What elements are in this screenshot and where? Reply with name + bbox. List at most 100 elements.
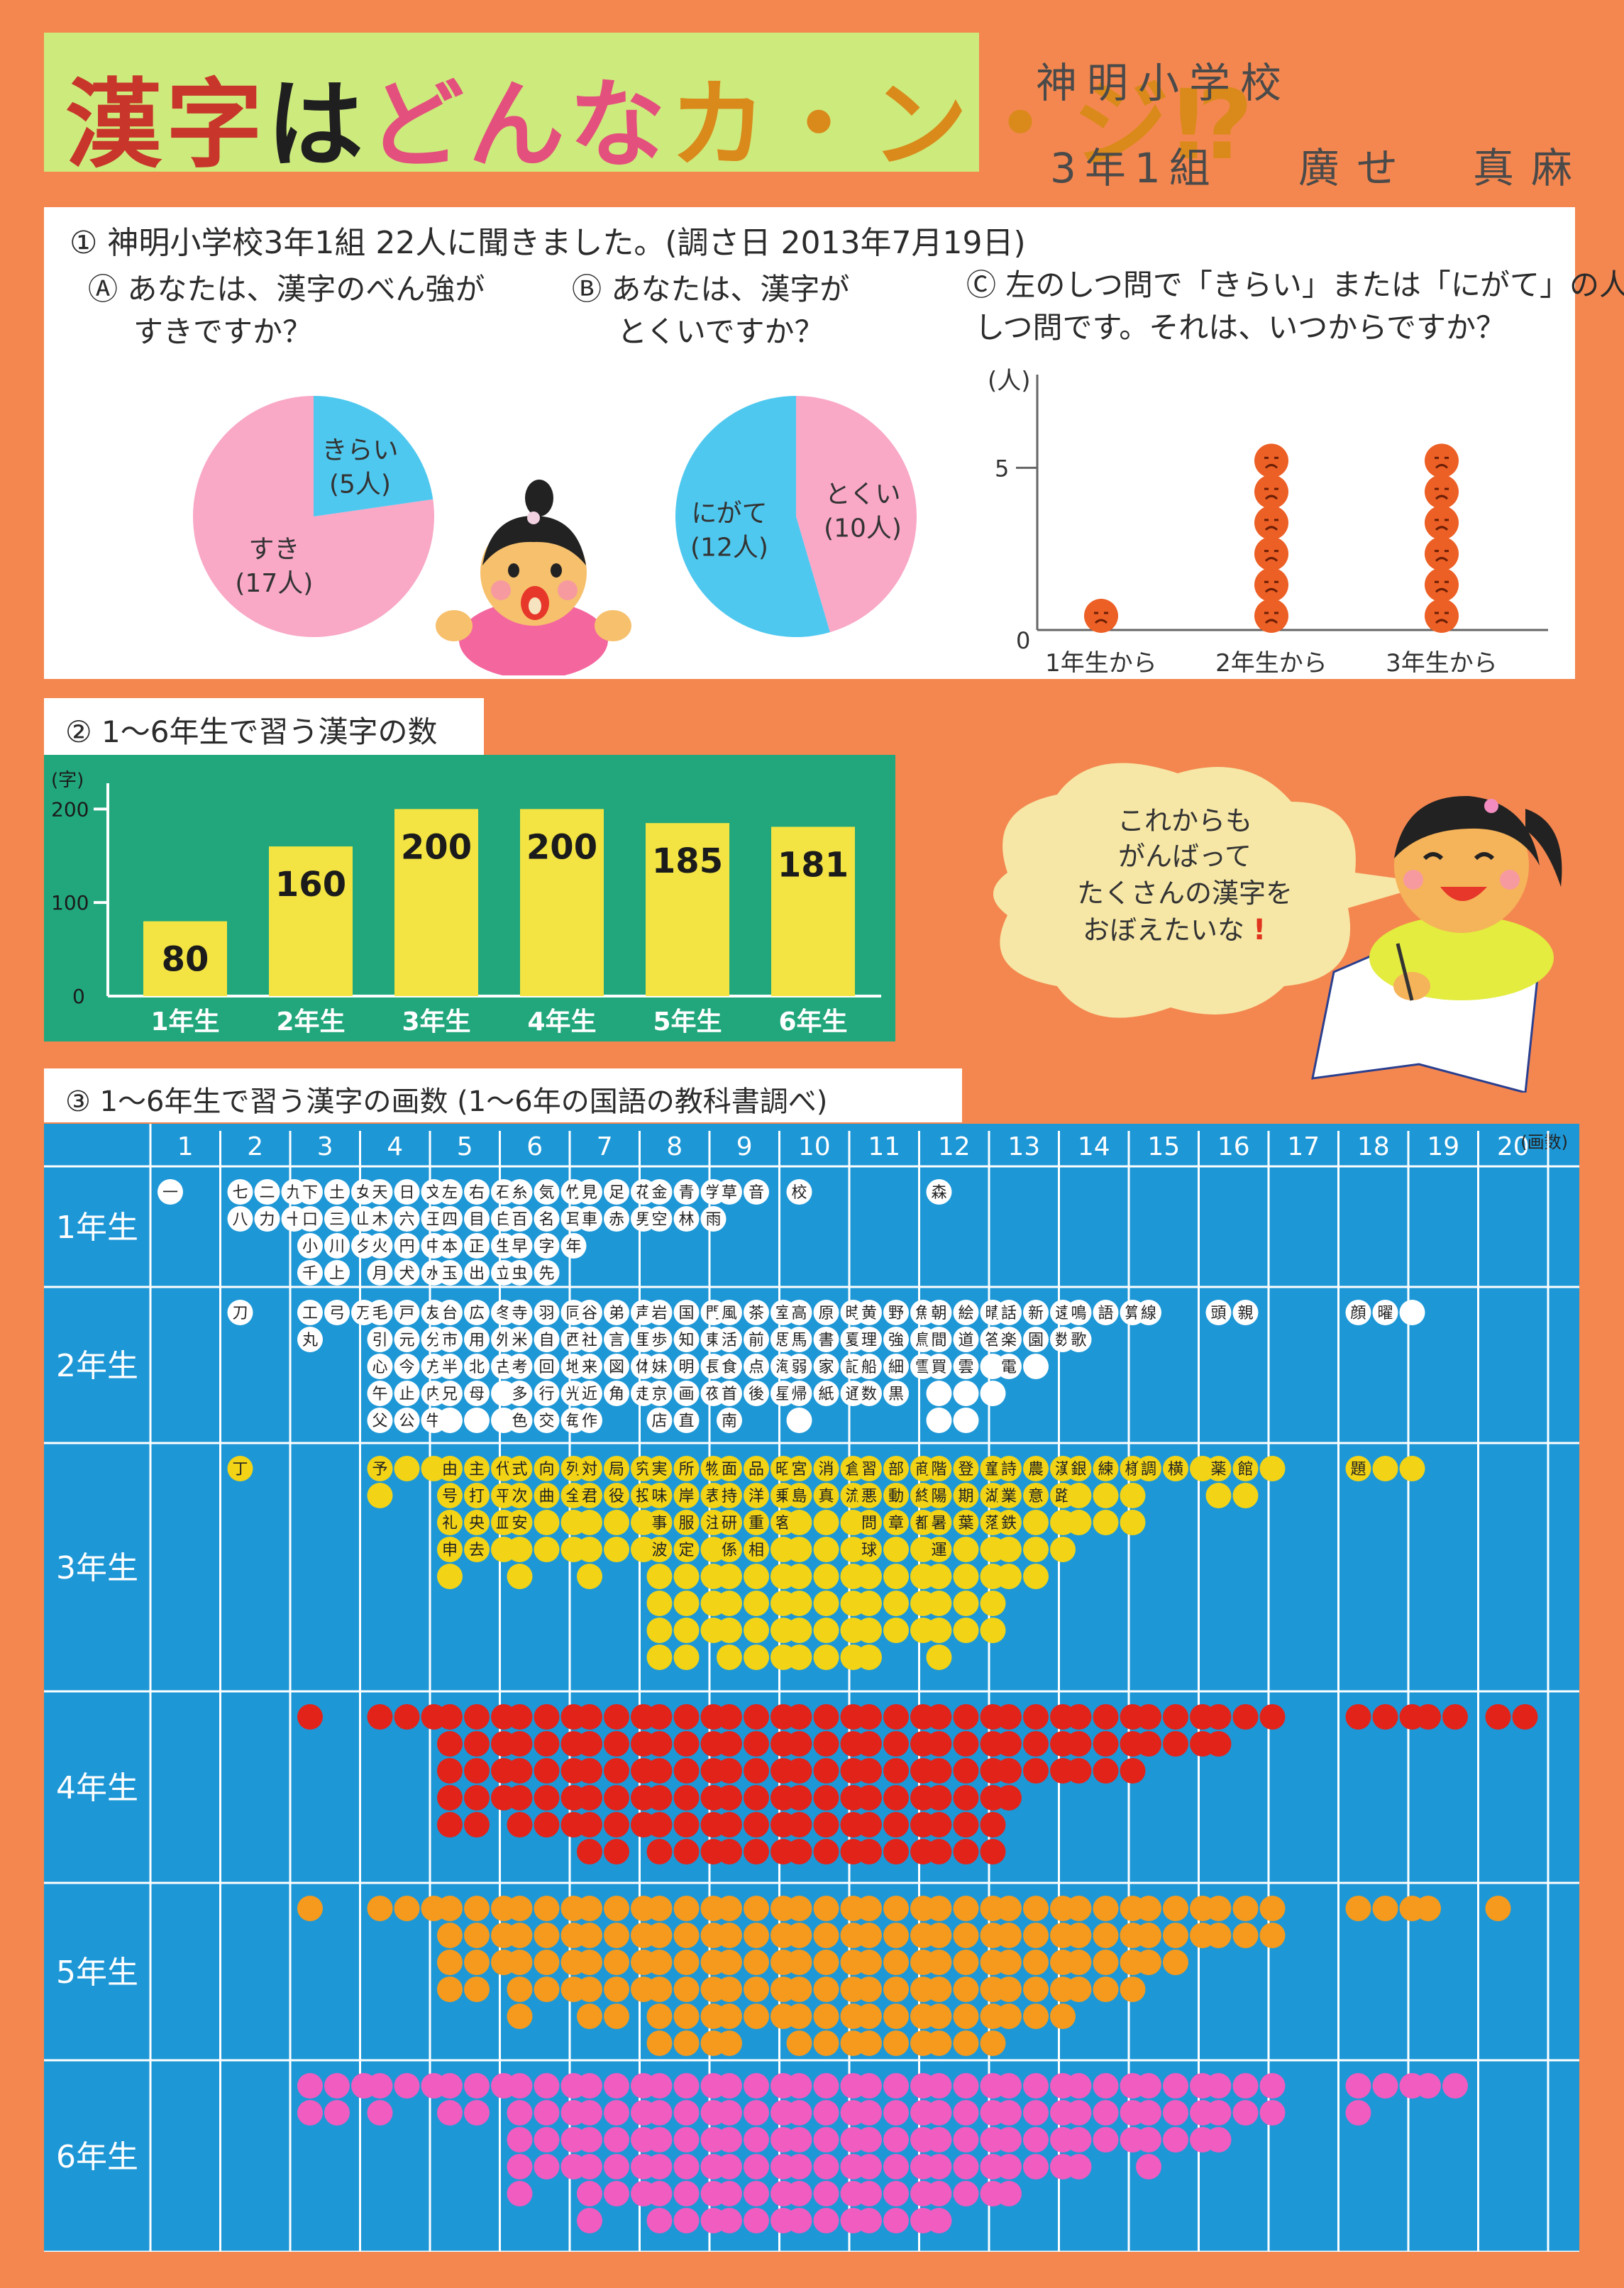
stroke-kanji-char: 回 (538, 1359, 554, 1376)
question-c-line1: Ⓒ 左のしつ問で「きらい」または「にがて」の人に (966, 267, 1624, 302)
stroke-kanji-dot (856, 1977, 882, 2002)
stroke-kanji-char: 丸 (302, 1332, 318, 1349)
c-category-label: 2年生から (1215, 649, 1327, 673)
stroke-kanji-dot (813, 1510, 839, 1535)
stroke-kanji-dot (980, 2030, 1006, 2056)
stroke-kanji-dot (953, 1923, 979, 1948)
stroke-kanji-dot (980, 1618, 1006, 1643)
stroke-kanji-dot (813, 1591, 839, 1616)
stroke-kanji-dot (1205, 1483, 1232, 1508)
stroke-kanji-char: 食 (722, 1359, 737, 1376)
stroke-kanji-dot (464, 1731, 490, 1757)
stroke-kanji-dot (856, 1950, 882, 1975)
stroke-kanji-char: 口 (302, 1211, 318, 1229)
stroke-kanji-dot (507, 1812, 533, 1837)
pie-slice-label: にがて (691, 499, 767, 529)
stroke-kanji-dot (604, 1456, 629, 1481)
bar-value-label: 185 (652, 841, 723, 881)
stroke-kanji-dot (437, 1233, 463, 1259)
stroke-kanji-dot (883, 1618, 909, 1643)
stroke-kanji-char: 来 (582, 1359, 597, 1376)
stroke-kanji-dot (673, 1812, 700, 1837)
stroke-kanji-char: 黒 (888, 1386, 904, 1403)
strokes-heading: ③ 1～6年生で習う漢字の画数 (1～6年の国語の教科書調べ) (65, 1085, 828, 1118)
stroke-kanji-dot (996, 1758, 1022, 1784)
stroke-kanji-dot (1259, 1923, 1286, 1948)
c-category-label: 1年生から (1045, 649, 1157, 673)
stroke-kanji-dot (646, 1812, 673, 1837)
stroke-kanji-char: 動 (888, 1488, 904, 1505)
bar-category-label: 5年生 (653, 1007, 722, 1037)
stroke-kanji-dot (1259, 1896, 1286, 1921)
stroke-kanji-dot (367, 1206, 393, 1232)
stroke-kanji-dot (673, 1645, 700, 1670)
stroke-kanji-dot (1136, 1896, 1161, 1921)
stroke-kanji-dot (604, 1510, 629, 1535)
stroke-kanji-char: 運 (931, 1542, 946, 1559)
grade-row-label: 1年生 (56, 1210, 138, 1246)
stroke-kanji-dot (717, 1483, 742, 1508)
stroke-kanji-dot (883, 2127, 909, 2152)
stroke-kanji-dot (953, 1812, 979, 1837)
stroke-kanji-dot (604, 1483, 629, 1508)
stroke-kanji-dot (1093, 1731, 1119, 1757)
stroke-kanji-dot (673, 1896, 700, 1921)
stroke-kanji-dot (1232, 2073, 1259, 2099)
stroke-kanji-char: 言 (609, 1332, 624, 1349)
stroke-kanji-dot (437, 1206, 463, 1232)
stroke-kanji-dot (717, 1537, 742, 1562)
bar-y-label: (字) (51, 770, 84, 791)
stroke-kanji-char: 書 (818, 1332, 834, 1349)
stroke-kanji-char: 次 (512, 1488, 527, 1505)
stroke-kanji-dot (1136, 1456, 1161, 1481)
stroke-kanji-dot (996, 1327, 1022, 1352)
pie-chart-a: すき (17人) きらい (5人) (193, 396, 435, 637)
stroke-kanji-dot (786, 2100, 812, 2126)
stroke-column-header: 7 (597, 1132, 613, 1161)
stroke-kanji-char: 用 (469, 1332, 485, 1349)
stroke-kanji-dot (367, 2100, 393, 2126)
stroke-kanji-dot (717, 1564, 742, 1589)
stroke-kanji-dot (856, 1300, 882, 1325)
stroke-kanji-char: 弓 (329, 1305, 345, 1322)
stroke-kanji-char: 母 (469, 1386, 485, 1403)
stroke-kanji-dot (577, 2127, 602, 2152)
stroke-kanji-dot (227, 1206, 253, 1232)
stroke-kanji-dot (1066, 1896, 1092, 1921)
stroke-kanji-dot (367, 1456, 393, 1481)
stroke-kanji-dot (744, 2127, 769, 2152)
stroke-kanji-dot (856, 1483, 882, 1508)
stroke-kanji-dot (744, 1812, 769, 1837)
stroke-kanji-char: 調 (1141, 1461, 1156, 1479)
stroke-kanji-dot (1093, 1456, 1119, 1481)
stroke-column-header: 2 (247, 1132, 263, 1161)
stroke-kanji-dot (856, 2004, 882, 2029)
stroke-kanji-char: 買 (931, 1359, 946, 1376)
c-face-mark (1425, 505, 1459, 540)
stroke-kanji-dot (883, 1381, 909, 1406)
stroke-kanji-dot (883, 1731, 909, 1757)
stroke-kanji-dot (813, 2073, 839, 2099)
stroke-kanji-dot (646, 1977, 673, 2002)
c-face-mark (1425, 536, 1459, 571)
stroke-kanji-dot (883, 1923, 909, 1948)
stroke-kanji-dot (1066, 1704, 1092, 1730)
stroke-kanji-dot (786, 2004, 812, 2029)
stroke-kanji-dot (437, 1354, 463, 1379)
stroke-kanji-dot (646, 1327, 673, 1352)
stroke-axis-label: (画数) (1520, 1132, 1568, 1152)
stroke-kanji-dot (507, 1704, 533, 1730)
stroke-kanji-char: 活 (722, 1332, 737, 1349)
stroke-kanji-dot (883, 2030, 909, 2056)
stroke-kanji-dot (786, 1977, 812, 2002)
stroke-kanji-char: 係 (722, 1542, 737, 1559)
stroke-kanji-dot (534, 1354, 560, 1379)
stroke-kanji-dot (673, 1354, 700, 1379)
stroke-kanji-dot (856, 2154, 882, 2179)
stroke-kanji-dot (786, 1923, 812, 1948)
stroke-kanji-dot (996, 1977, 1022, 2002)
stroke-kanji-char: 礼 (442, 1515, 458, 1532)
stroke-kanji-dot (1399, 1456, 1425, 1481)
stroke-kanji-char: 帰 (791, 1386, 807, 1403)
stroke-kanji-dot (1066, 2127, 1092, 2152)
